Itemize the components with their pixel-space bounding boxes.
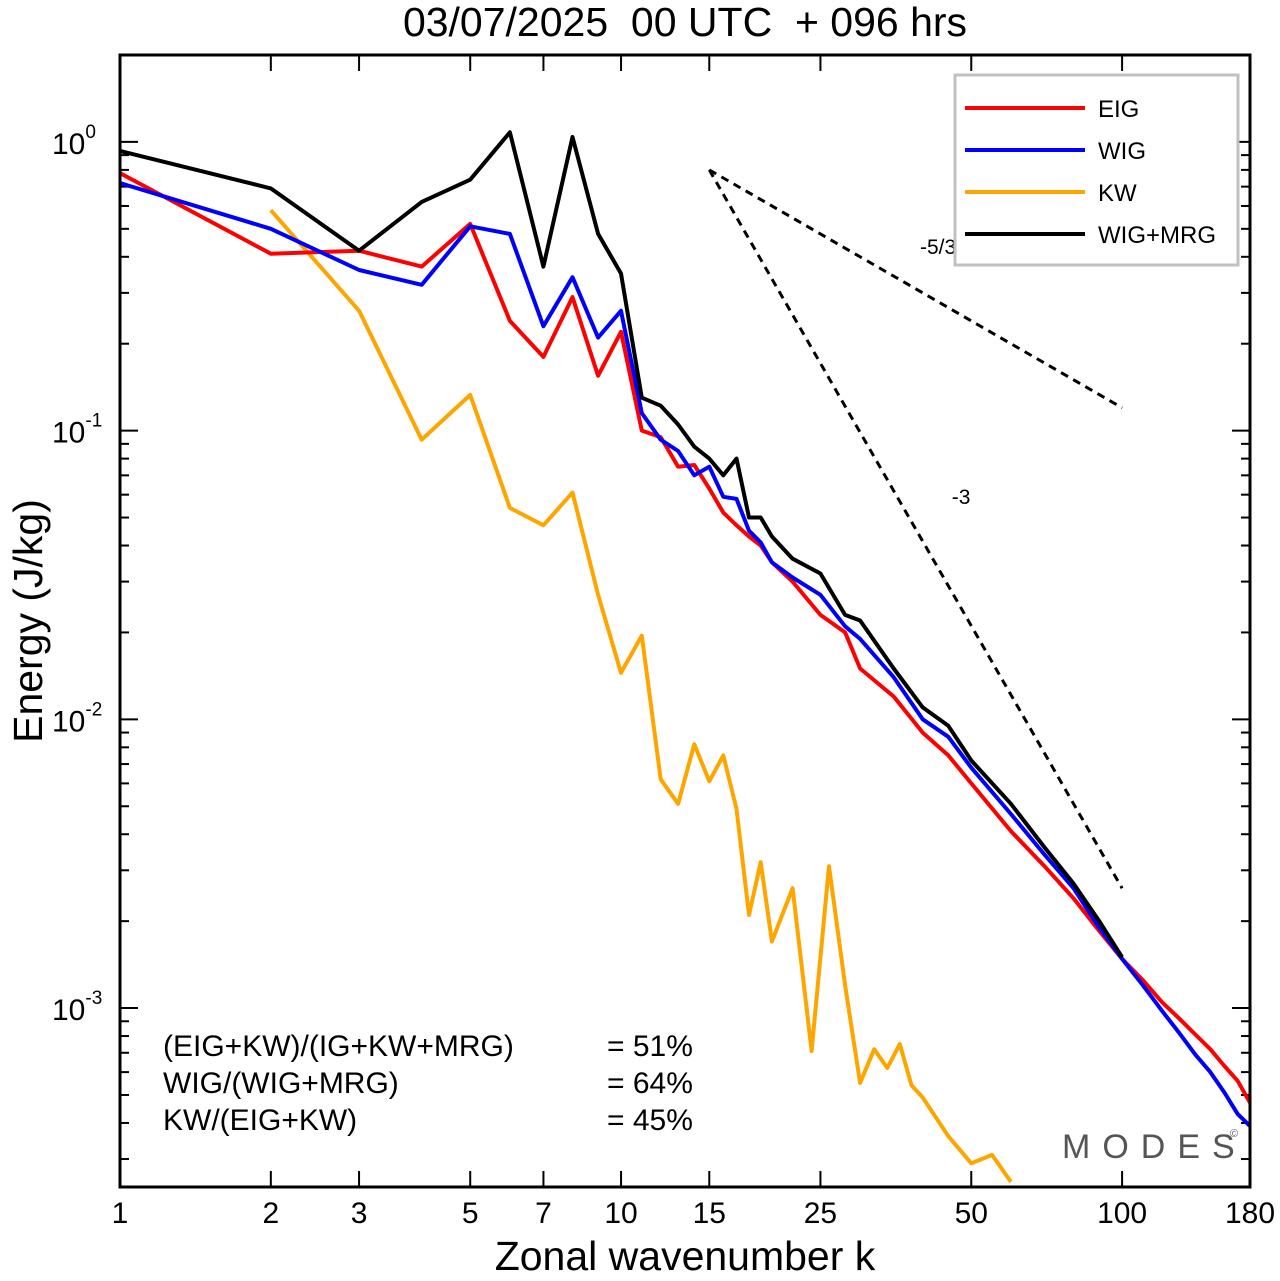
- x-tick-label: 5: [462, 1197, 479, 1230]
- chart-title: 03/07/2025 00 UTC + 096 hrs: [403, 0, 967, 45]
- ratio-label: WIG/(WIG+MRG): [163, 1067, 399, 1100]
- x-tick-label: 1: [112, 1197, 129, 1230]
- reference-line-label: -3: [952, 486, 971, 509]
- y-tick-label: 10-2: [52, 699, 102, 738]
- x-tick-label: 50: [955, 1197, 988, 1230]
- legend-label: KW: [1098, 180, 1137, 207]
- watermark-text: MODES: [1062, 1128, 1247, 1166]
- x-tick-label: 3: [351, 1197, 368, 1230]
- legend-label: WIG: [1098, 138, 1146, 165]
- legend-label: EIG: [1098, 96, 1139, 123]
- x-tick-label: 7: [535, 1197, 552, 1230]
- series-line-kw: [269, 208, 1013, 1184]
- reference-line-label: -5/3: [920, 236, 956, 259]
- x-tick-label: 10: [604, 1197, 637, 1230]
- ratio-value: = 45%: [607, 1104, 693, 1137]
- y-tick-exponent: 0: [85, 122, 96, 143]
- x-axis-label: Zonal wavenumber k: [495, 1233, 876, 1279]
- ratio-label: (EIG+KW)/(IG+KW+MRG): [163, 1030, 514, 1063]
- x-tick-label: 180: [1225, 1197, 1275, 1230]
- ratio-label: KW/(EIG+KW): [163, 1104, 357, 1137]
- ratio-value: = 51%: [607, 1030, 693, 1063]
- x-tick-label: 100: [1097, 1197, 1147, 1230]
- x-tick-label: 2: [262, 1197, 279, 1230]
- y-tick-exponent: -2: [85, 699, 102, 720]
- y-tick-label: 100: [52, 122, 96, 161]
- reference-line-minus-3: [707, 169, 1124, 889]
- y-tick-base: 10: [52, 705, 85, 738]
- reference-slopes: -5/3 -3: [707, 168, 1124, 889]
- reference-line-minus-5-3: [708, 168, 1123, 410]
- legend: EIG WIG KW WIG+MRG: [953, 73, 1240, 267]
- y-axis-label: Energy (J/kg): [5, 499, 51, 743]
- watermark-copyright: ©: [1230, 1128, 1238, 1140]
- y-tick-base: 10: [52, 128, 85, 161]
- series-line-eig: [119, 171, 1252, 1104]
- data-series: [119, 130, 1252, 1184]
- x-tick-label: 25: [804, 1197, 837, 1230]
- y-tick-base: 10: [52, 417, 85, 450]
- x-tick-label: 15: [693, 1197, 726, 1230]
- y-tick-label: 10-1: [52, 411, 102, 450]
- modes-watermark: MODES ©: [1062, 1128, 1247, 1166]
- y-tick-exponent: -3: [85, 988, 102, 1009]
- legend-label: WIG+MRG: [1098, 222, 1216, 249]
- y-tick-exponent: -1: [85, 411, 102, 432]
- y-tick-label: 10-3: [52, 988, 102, 1027]
- ratio-value: = 64%: [607, 1067, 693, 1100]
- partition-ratios: (EIG+KW)/(IG+KW+MRG) = 51% WIG/(WIG+MRG) = …: [163, 1030, 693, 1137]
- plot-frame: [118, 53, 1252, 1189]
- series-line-wig-plus-mrg: [119, 130, 1124, 959]
- series-line-wig: [119, 181, 1252, 1128]
- y-tick-base: 10: [52, 994, 85, 1027]
